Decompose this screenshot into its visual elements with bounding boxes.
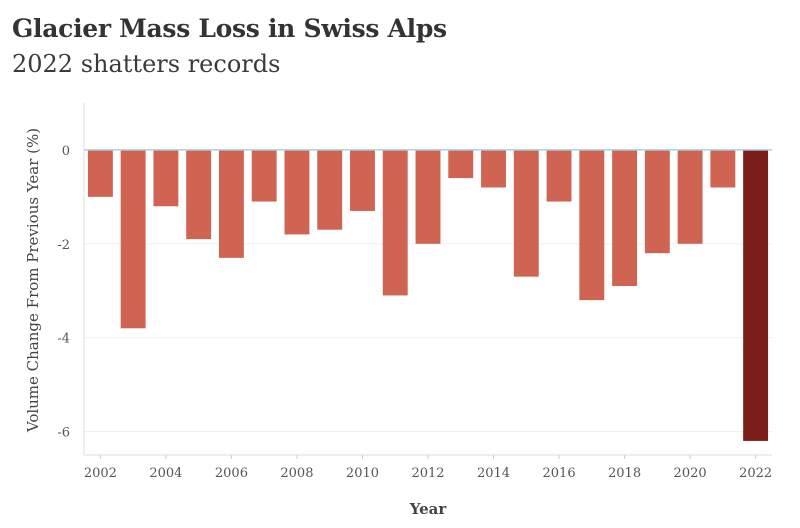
gridlines [84,243,772,433]
bar-2008 [284,149,310,235]
chart-subtitle: 2022 shatters records [12,50,281,78]
bar-2014 [481,149,506,188]
bar-2009 [317,149,343,230]
bar-2011 [382,149,408,296]
axes [83,103,772,459]
bars [87,149,769,441]
bar-2002 [87,149,113,197]
y-tick-label: -4 [57,332,70,347]
x-tick-label: 2002 [84,466,117,481]
x-tick-labels: 2002 2004 2006 2008 2010 2012 2014 2016 2018 2020… [84,466,772,481]
bar-2007 [251,149,277,202]
x-tick-label: 2008 [280,466,313,481]
x-tick-label: 2020 [674,466,707,481]
bar-2019 [644,149,670,254]
bar-2022 [743,149,769,441]
bar-2003 [120,149,146,329]
x-tick-label: 2004 [149,466,182,481]
y-tick-label: -2 [57,238,70,253]
bar-2005 [186,149,212,240]
x-tick-label: 2010 [346,466,379,481]
y-axis-title: Volume Change From Previous Year (%) [24,128,42,433]
x-axis-title: Year [409,500,448,518]
y-tick-labels: 0 -2 -4 -6 [57,144,70,441]
bar-2017 [579,149,605,301]
y-tick-label: -6 [57,426,70,441]
bar-2006 [218,149,244,258]
x-tick-label: 2018 [608,466,641,481]
bar-2012 [415,149,441,244]
bar-2021 [710,149,736,188]
x-tick-label: 2022 [739,466,772,481]
x-tick-label: 2012 [411,466,444,481]
y-tick-label: 0 [62,144,70,159]
x-tick-label: 2014 [477,466,510,481]
bar-2016 [546,149,572,202]
bar-2004 [153,149,179,207]
chart-title: Glacier Mass Loss in Swiss Alps [12,14,447,43]
x-tick-label: 2006 [215,466,248,481]
x-tick-label: 2016 [543,466,576,481]
bar-2010 [350,149,375,211]
bar-2015 [513,149,539,277]
bar-2020 [677,149,703,244]
bar-2013 [448,149,474,179]
bar-2018 [612,149,638,287]
